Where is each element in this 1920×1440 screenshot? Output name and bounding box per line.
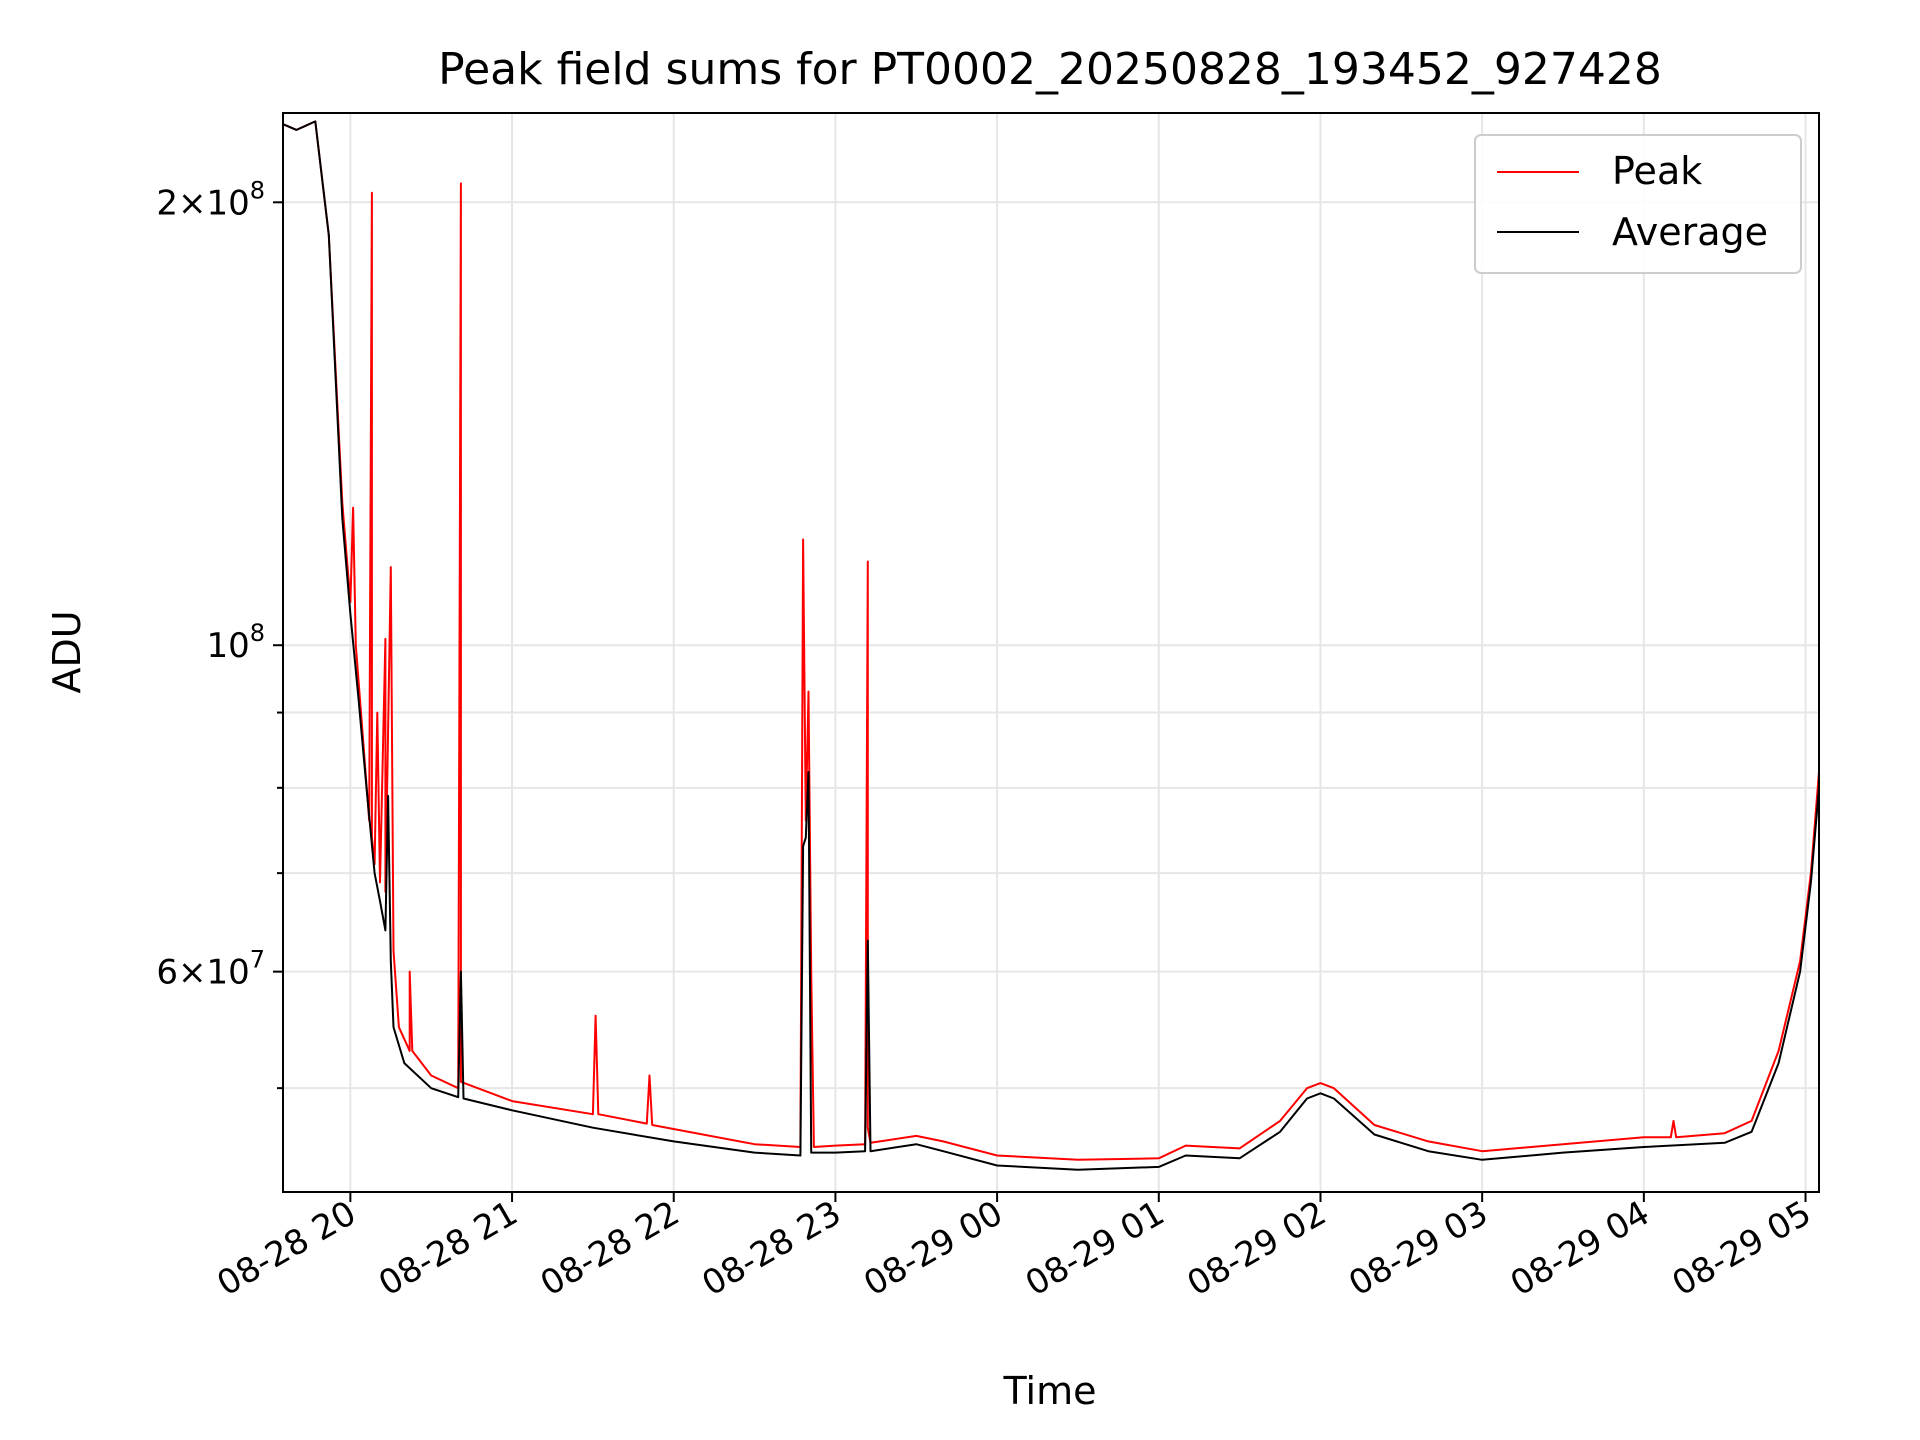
y-tick-label: 2×108 <box>156 176 265 223</box>
y-axis-label: ADU <box>45 610 89 693</box>
legend-label-average: Average <box>1612 210 1768 254</box>
chart-title: Peak field sums for PT0002_20250828_1934… <box>438 44 1662 95</box>
legend-label-peak: Peak <box>1612 149 1702 193</box>
series-average-line <box>283 120 1819 1171</box>
legend-box <box>1474 134 1802 274</box>
legend: Peak Average <box>1474 134 1802 274</box>
x-axis-label: Time <box>1003 1369 1097 1413</box>
y-tick-label: 6×107 <box>156 946 265 993</box>
plot-frame <box>282 112 1820 1193</box>
y-axis: 2×108 108 6×107 <box>156 176 283 1090</box>
plot-lines <box>283 120 1819 1171</box>
y-tick-label: 108 <box>206 619 265 666</box>
